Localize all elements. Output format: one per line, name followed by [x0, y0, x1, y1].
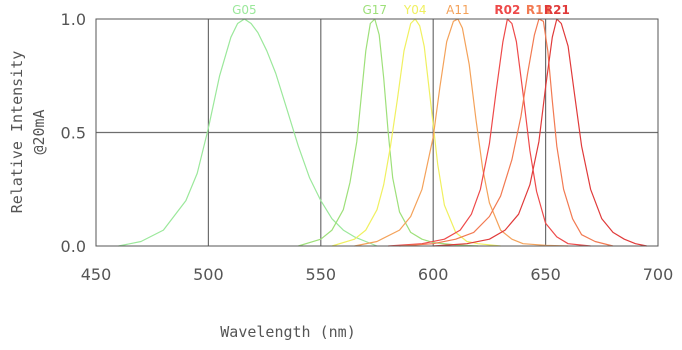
plot-frame — [95, 18, 659, 247]
series-line-a11 — [354, 18, 569, 247]
series-label-y04: Y04 — [403, 3, 427, 17]
x-tick-label: 600 — [418, 265, 449, 284]
y-axis-title-line2: @20mA — [30, 109, 48, 154]
series-label-r11: R11 — [526, 3, 552, 17]
x-tick-label: 650 — [530, 265, 561, 284]
series-label-r02: R02 — [494, 3, 520, 17]
series-line-g17 — [298, 18, 479, 247]
x-tick-label: 450 — [81, 265, 112, 284]
grid-lines — [96, 19, 658, 246]
y-tick-label: 1.0 — [61, 10, 86, 29]
series-label-g05: G05 — [232, 3, 257, 17]
y-tick-label: 0.5 — [61, 124, 86, 143]
x-tick-labels: 450 500 550 600 650 700 — [81, 265, 674, 284]
x-tick-label: 700 — [643, 265, 674, 284]
series-lines — [118, 18, 647, 247]
y-tick-label: 0.0 — [61, 237, 86, 256]
series-label-r21: R21 — [544, 3, 570, 17]
y-tick-labels: 0.0 0.5 1.0 — [61, 10, 86, 256]
x-tick-label: 550 — [306, 265, 337, 284]
series-label-g17: G17 — [362, 3, 387, 17]
x-axis-title: Wavelength (nm) — [220, 323, 355, 341]
x-tick-label: 500 — [193, 265, 224, 284]
series-label-a11: A11 — [446, 3, 469, 17]
y-axis-title-line1: Relative Intensity — [8, 51, 26, 214]
series-line-r21 — [433, 18, 647, 247]
series-line-r11 — [399, 18, 614, 247]
